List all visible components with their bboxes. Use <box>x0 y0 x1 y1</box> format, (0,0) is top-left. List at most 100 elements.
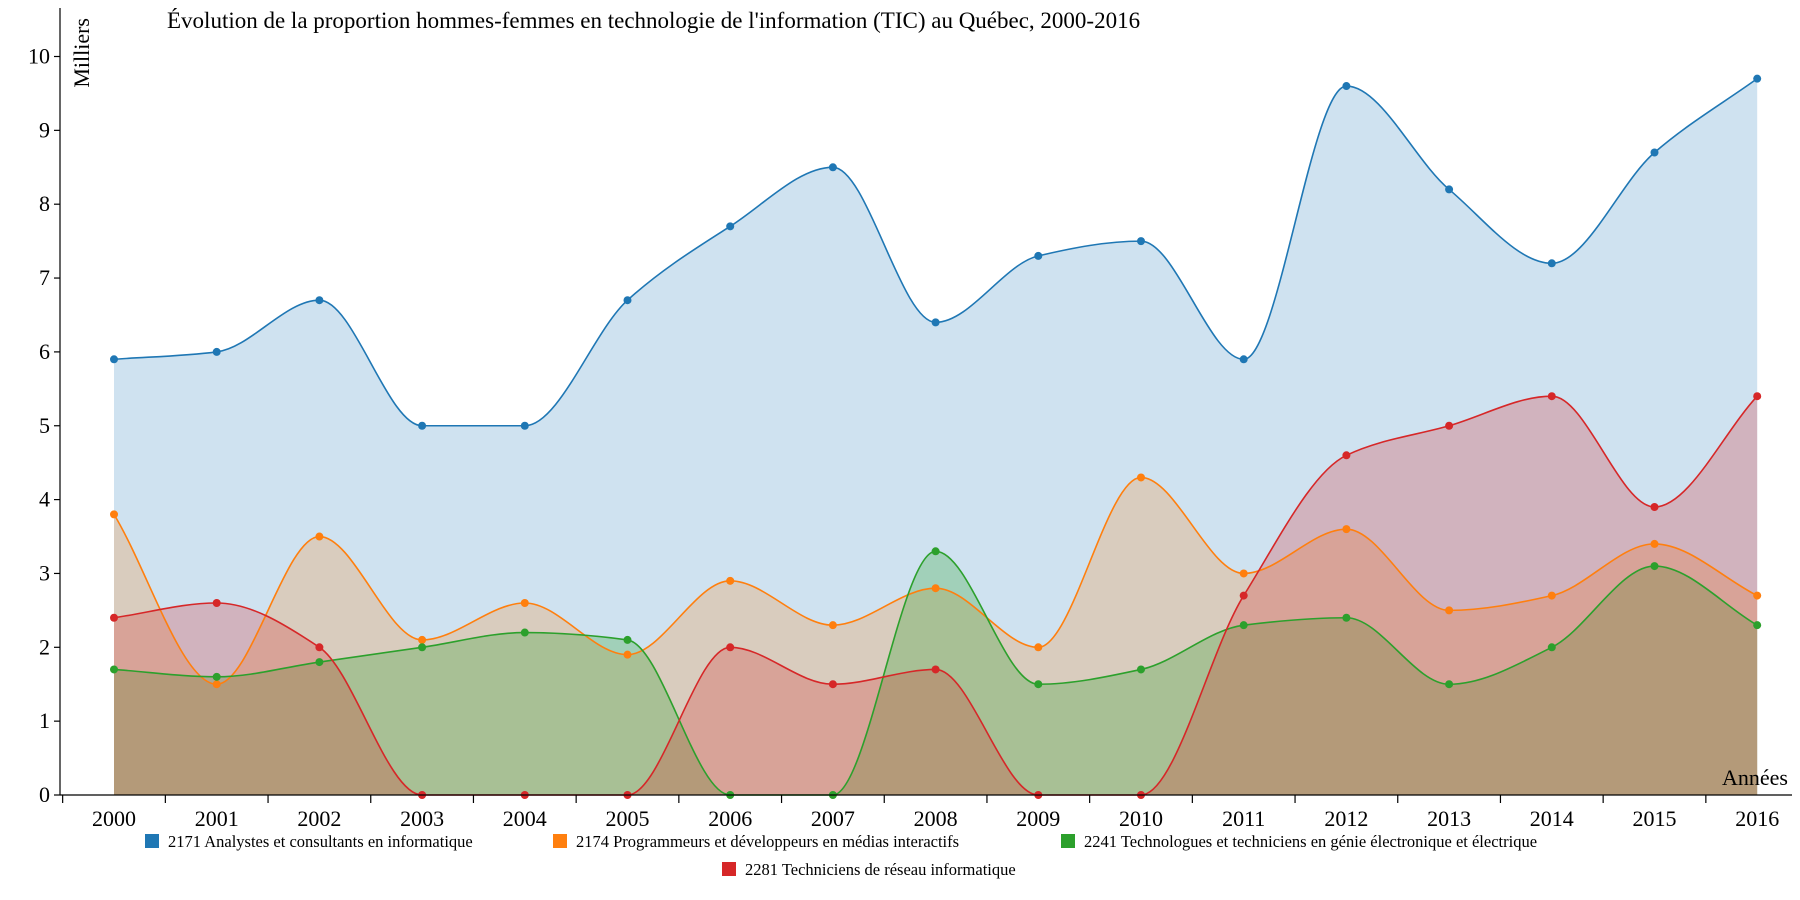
data-point-2-2000[interactable] <box>110 510 118 519</box>
legend-label-1: 2171 Analystes et consultants en informa… <box>168 832 473 851</box>
x-tick-label-2011: 2011 <box>1222 806 1265 831</box>
data-point-1-2012[interactable] <box>1342 82 1351 91</box>
data-point-2-2014[interactable] <box>1547 591 1556 600</box>
data-point-2-2005[interactable] <box>623 650 632 659</box>
x-tick-label-2014: 2014 <box>1530 806 1574 831</box>
legend-item-3[interactable]: 2241 Technologues et techniciens en géni… <box>1061 832 1537 851</box>
data-point-3-2011[interactable] <box>1239 621 1248 630</box>
legend-swatch-3 <box>1061 834 1075 848</box>
data-point-2-2006[interactable] <box>726 576 735 585</box>
series-area-2 <box>114 477 1758 795</box>
data-point-4-2011[interactable] <box>1239 591 1248 600</box>
data-point-2-2002[interactable] <box>315 532 324 541</box>
data-point-2-2013[interactable] <box>1445 606 1454 615</box>
y-tick-label-6: 6 <box>39 339 50 364</box>
y-tick-label-0: 0 <box>39 782 50 807</box>
data-point-2-2011[interactable] <box>1239 569 1248 578</box>
data-point-1-2013[interactable] <box>1445 185 1454 194</box>
data-point-3-2000[interactable] <box>110 665 118 674</box>
data-point-3-2012[interactable] <box>1342 613 1351 622</box>
data-point-4-2000[interactable] <box>110 613 118 622</box>
series-line-4 <box>113 395 1758 796</box>
legend-swatch-2 <box>553 834 567 848</box>
data-point-3-2010[interactable] <box>1137 665 1145 674</box>
data-point-1-2000[interactable] <box>110 355 118 364</box>
y-tick-label-8: 8 <box>39 191 50 216</box>
data-point-3-2004[interactable] <box>520 628 529 637</box>
data-point-1-2008[interactable] <box>931 318 940 327</box>
data-point-1-2001[interactable] <box>212 347 221 356</box>
x-tick-label-2000: 2000 <box>92 806 136 831</box>
data-point-1-2002[interactable] <box>315 296 324 305</box>
data-point-4-2012[interactable] <box>1342 451 1351 460</box>
x-tick-label-2001: 2001 <box>195 806 239 831</box>
data-point-2-2009[interactable] <box>1034 643 1043 652</box>
legend-item-2[interactable]: 2174 Programmeurs et développeurs en méd… <box>553 832 959 851</box>
data-point-4-2001[interactable] <box>212 598 221 607</box>
x-tick-label-2006: 2006 <box>708 806 752 831</box>
data-point-4-2008[interactable] <box>931 665 940 674</box>
y-tick-label-2: 2 <box>39 634 50 659</box>
y-tick-label-4: 4 <box>39 487 50 512</box>
data-point-1-2015[interactable] <box>1650 148 1659 157</box>
data-point-2-2007[interactable] <box>828 621 837 630</box>
legend-item-1[interactable]: 2171 Analystes et consultants en informa… <box>145 832 473 851</box>
data-point-1-2003[interactable] <box>418 421 427 430</box>
data-point-1-2016[interactable] <box>1753 74 1762 83</box>
x-tick-label-2004: 2004 <box>503 806 547 831</box>
data-point-2-2004[interactable] <box>520 598 529 607</box>
data-point-4-2006[interactable] <box>726 643 735 652</box>
data-point-2-2012[interactable] <box>1342 525 1351 534</box>
data-point-3-2014[interactable] <box>1547 643 1556 652</box>
data-point-3-2008[interactable] <box>931 547 940 556</box>
data-point-2-2015[interactable] <box>1650 539 1659 548</box>
data-point-1-2005[interactable] <box>623 296 632 305</box>
data-point-3-2002[interactable] <box>315 658 324 667</box>
y-tick-label-1: 1 <box>39 708 50 733</box>
x-tick-label-2016: 2016 <box>1735 806 1779 831</box>
data-point-3-2009[interactable] <box>1034 680 1043 689</box>
data-point-1-2007[interactable] <box>828 163 837 172</box>
y-tick-label-10: 10 <box>28 44 50 69</box>
data-point-1-2014[interactable] <box>1547 259 1556 268</box>
data-point-4-2014[interactable] <box>1547 392 1556 401</box>
data-point-4-2016[interactable] <box>1753 392 1762 401</box>
data-point-3-2003[interactable] <box>418 643 427 652</box>
data-point-3-2001[interactable] <box>212 672 221 681</box>
data-point-3-2015[interactable] <box>1650 562 1659 571</box>
legend-label-4: 2281 Techniciens de réseau informatique <box>745 860 1016 879</box>
x-tick-label-2005: 2005 <box>606 806 650 831</box>
axes: 0 1 2 3 4 5 6 7 8 9 10 2000 2001 2002 2003 2004 2005 2006… <box>28 8 1792 831</box>
data-point-2-2003[interactable] <box>418 635 427 644</box>
x-tick-label-2003: 2003 <box>400 806 444 831</box>
data-point-1-2011[interactable] <box>1239 355 1248 364</box>
y-tick-label-3: 3 <box>39 560 50 585</box>
data-point-2-2008[interactable] <box>931 584 940 593</box>
data-point-4-2015[interactable] <box>1650 502 1659 511</box>
area-layer <box>114 78 1758 795</box>
series-line-1 <box>113 78 1758 427</box>
data-point-3-2005[interactable] <box>623 635 632 644</box>
data-point-4-2013[interactable] <box>1445 421 1454 430</box>
y-tick-label-9: 9 <box>39 117 50 142</box>
legend-swatch-1 <box>145 834 159 848</box>
data-point-3-2013[interactable] <box>1445 680 1454 689</box>
data-point-4-2007[interactable] <box>828 680 837 689</box>
data-point-2-2001[interactable] <box>212 680 221 689</box>
data-point-2-2010[interactable] <box>1137 473 1145 482</box>
data-point-3-2016[interactable] <box>1753 621 1762 630</box>
data-point-1-2006[interactable] <box>726 222 735 231</box>
data-point-1-2004[interactable] <box>520 421 529 430</box>
data-point-4-2002[interactable] <box>315 643 324 652</box>
data-point-2-2016[interactable] <box>1753 591 1762 600</box>
x-tick-label-2015: 2015 <box>1633 806 1677 831</box>
data-point-1-2009[interactable] <box>1034 251 1043 260</box>
legend-swatch-4 <box>722 862 736 876</box>
data-point-1-2010[interactable] <box>1137 237 1145 246</box>
chart-title: Évolution de la proportion hommes-femmes… <box>167 8 1140 33</box>
series-area-4 <box>114 396 1758 795</box>
legend-item-4[interactable]: 2281 Techniciens de réseau informatique <box>722 860 1016 879</box>
y-tick-label-7: 7 <box>39 265 50 290</box>
point-layer <box>110 74 1762 799</box>
